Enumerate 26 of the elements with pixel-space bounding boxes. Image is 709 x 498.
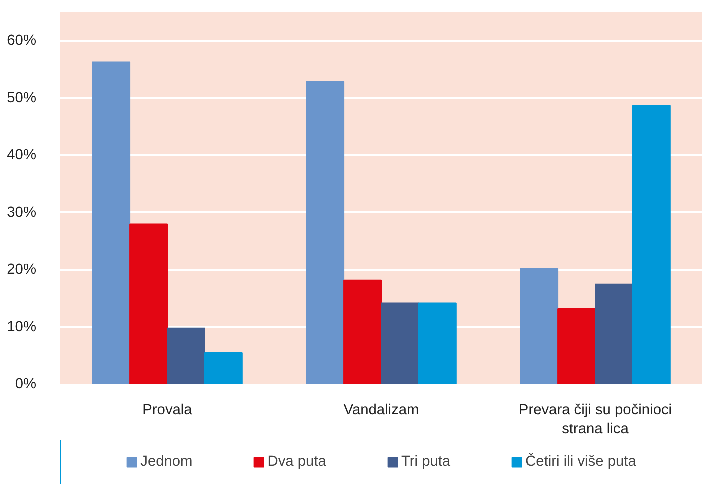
bar xyxy=(306,81,345,384)
bar xyxy=(520,268,559,384)
bar xyxy=(418,302,457,384)
legend-label: Dva puta xyxy=(268,454,326,470)
bar xyxy=(204,352,243,384)
y-tick-label: 50% xyxy=(7,90,37,106)
y-tick-label: 0% xyxy=(15,376,37,392)
y-tick-label: 20% xyxy=(7,262,37,278)
bar xyxy=(632,105,671,384)
legend-label: Tri puta xyxy=(401,454,451,470)
y-tick-label: 60% xyxy=(7,33,37,50)
bar xyxy=(167,328,206,384)
bar xyxy=(558,308,596,384)
x-tick-label: Vandalizam xyxy=(344,402,420,418)
legend-label: Jednom xyxy=(140,454,193,470)
bar xyxy=(595,284,634,384)
x-tick-label: Provala xyxy=(142,402,194,418)
y-tick-label: 10% xyxy=(7,319,37,336)
bar xyxy=(381,302,420,384)
bar xyxy=(344,280,382,384)
x-tick-label: Prevara čiji su počinioci strana lica xyxy=(518,402,672,438)
bar xyxy=(130,224,168,384)
y-tick-label: 40% xyxy=(7,148,37,164)
bar xyxy=(92,62,131,384)
y-tick-label: 30% xyxy=(7,204,37,221)
legend-label: Četiri ili više puta xyxy=(526,454,636,470)
